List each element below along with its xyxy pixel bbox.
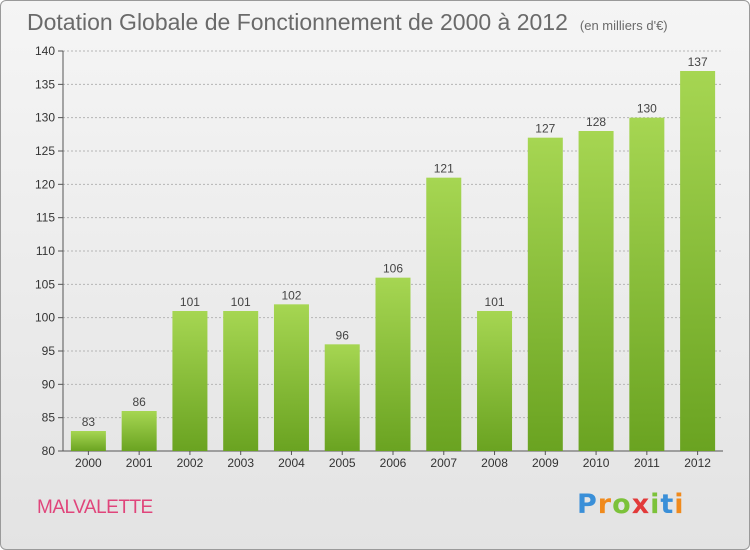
bar-2009 (527, 137, 563, 451)
y-tick-label: 90 (42, 377, 56, 391)
data-label-2002: 101 (180, 295, 200, 309)
bar-2003 (223, 311, 259, 451)
data-label-2008: 101 (485, 295, 505, 309)
bar-2005 (324, 344, 360, 451)
data-labels: 83 86 101 101 102 96 106 121 101 127 128 130 137 (82, 55, 708, 429)
data-label-2001: 86 (132, 395, 146, 409)
commune-name: MALVALETTE (37, 497, 153, 518)
bar-2008 (477, 311, 513, 451)
logo-letter: r (597, 489, 613, 520)
x-tick-label: 2001 (126, 456, 153, 470)
logo-letter: i (650, 489, 661, 520)
bar-2010 (578, 131, 614, 451)
x-tick-label: 2007 (430, 456, 457, 470)
data-label-2003: 101 (231, 295, 251, 309)
y-tick-label: 140 (35, 44, 55, 58)
x-tick-label: 2006 (380, 456, 407, 470)
x-tick-label: 2000 (75, 456, 102, 470)
y-tick-label: 80 (42, 444, 56, 458)
y-tick-label: 85 (42, 411, 56, 425)
bars (70, 71, 716, 452)
data-label-2000: 83 (82, 415, 96, 429)
x-tick-label: 2008 (481, 456, 508, 470)
y-tick-label: 135 (35, 77, 55, 91)
y-tick-label: 105 (35, 277, 55, 291)
bar-2002 (172, 311, 208, 451)
x-tick-label: 2011 (634, 456, 660, 470)
y-tick-label: 100 (35, 311, 55, 325)
bar-2012 (680, 71, 716, 451)
x-tick-label: 2003 (227, 456, 254, 470)
bar-2000 (70, 431, 106, 451)
data-label-2006: 106 (383, 262, 403, 276)
data-label-2012: 137 (688, 55, 708, 69)
y-tick-label: 125 (35, 144, 55, 158)
data-label-2010: 128 (586, 115, 606, 129)
proxiti-logo: Proxiti (577, 489, 685, 520)
x-tick-label: 2002 (177, 456, 204, 470)
y-tick-label: 130 (35, 111, 55, 125)
bar-2007 (426, 177, 462, 451)
y-tick-label: 110 (36, 244, 55, 258)
x-tick-label: 2009 (532, 456, 559, 470)
logo-letter: x (631, 489, 651, 520)
chart-unit: (en milliers d'€) (579, 18, 668, 33)
chart-title: Dotation Globale de Fonctionnement de 20… (27, 9, 668, 36)
chart-title-text: Dotation Globale de Fonctionnement de 20… (27, 9, 568, 35)
logo-letter: t (660, 489, 675, 520)
data-label-2004: 102 (281, 288, 301, 302)
data-label-2011: 130 (637, 102, 657, 116)
y-tick-label: 120 (35, 177, 55, 191)
data-label-2007: 121 (434, 162, 454, 176)
logo-letter: P (577, 489, 598, 520)
y-tick-label: 95 (42, 344, 56, 358)
x-tick-label: 2010 (583, 456, 610, 470)
bar-2011 (629, 117, 665, 452)
logo-letter: o (612, 489, 632, 520)
x-tick-label: 2005 (329, 456, 356, 470)
bar-2001 (121, 411, 157, 451)
data-label-2005: 96 (336, 328, 350, 342)
data-label-2009: 127 (535, 122, 555, 136)
y-tick-label: 115 (36, 211, 55, 225)
x-tick-label: 2012 (684, 456, 711, 470)
bar-2006 (375, 277, 411, 451)
logo-letter: i (674, 489, 685, 520)
x-tick-label: 2004 (278, 456, 305, 470)
bar-2004 (273, 304, 309, 451)
